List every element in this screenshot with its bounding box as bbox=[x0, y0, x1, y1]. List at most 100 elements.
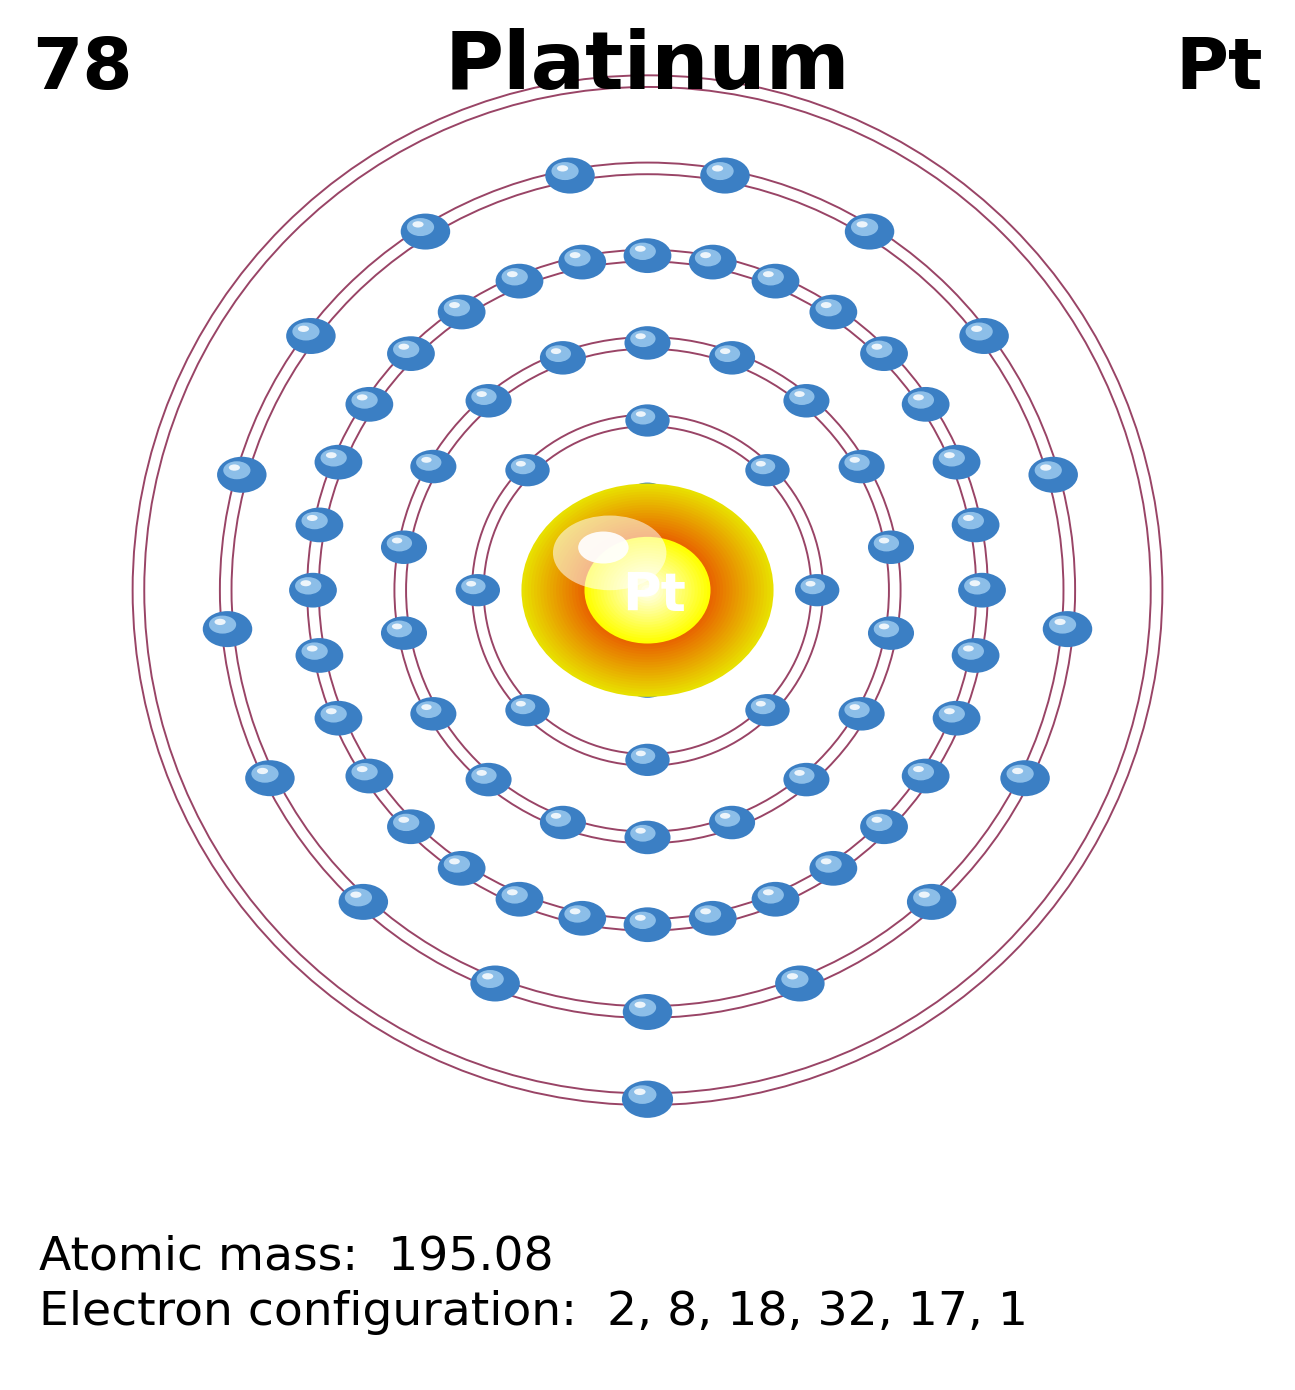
Ellipse shape bbox=[868, 531, 914, 564]
Ellipse shape bbox=[399, 817, 409, 823]
Ellipse shape bbox=[515, 461, 526, 467]
Ellipse shape bbox=[631, 824, 655, 841]
Ellipse shape bbox=[720, 349, 730, 354]
Ellipse shape bbox=[351, 891, 361, 898]
Ellipse shape bbox=[510, 698, 535, 714]
Ellipse shape bbox=[623, 994, 672, 1030]
Ellipse shape bbox=[565, 905, 591, 923]
Ellipse shape bbox=[558, 245, 606, 279]
Ellipse shape bbox=[552, 163, 579, 181]
Ellipse shape bbox=[805, 581, 816, 587]
Ellipse shape bbox=[1054, 619, 1066, 626]
Ellipse shape bbox=[872, 343, 882, 350]
Ellipse shape bbox=[631, 331, 655, 348]
Ellipse shape bbox=[631, 748, 655, 765]
Ellipse shape bbox=[695, 905, 721, 923]
Ellipse shape bbox=[569, 524, 726, 657]
Ellipse shape bbox=[394, 341, 420, 359]
Ellipse shape bbox=[411, 450, 456, 484]
Ellipse shape bbox=[952, 638, 1000, 673]
Ellipse shape bbox=[710, 341, 755, 374]
Ellipse shape bbox=[856, 221, 868, 228]
Ellipse shape bbox=[613, 560, 682, 620]
Ellipse shape bbox=[783, 384, 830, 417]
Ellipse shape bbox=[707, 163, 734, 181]
Ellipse shape bbox=[578, 531, 628, 563]
Ellipse shape bbox=[868, 616, 914, 651]
Ellipse shape bbox=[562, 518, 733, 662]
Ellipse shape bbox=[746, 694, 790, 727]
Ellipse shape bbox=[629, 912, 655, 929]
Ellipse shape bbox=[958, 642, 984, 660]
Ellipse shape bbox=[416, 701, 442, 719]
Ellipse shape bbox=[689, 245, 737, 279]
Ellipse shape bbox=[1042, 612, 1092, 648]
Ellipse shape bbox=[636, 673, 646, 678]
Ellipse shape bbox=[751, 881, 799, 916]
Ellipse shape bbox=[628, 574, 667, 606]
Ellipse shape bbox=[307, 514, 317, 521]
Ellipse shape bbox=[944, 709, 954, 714]
Ellipse shape bbox=[971, 325, 982, 332]
Ellipse shape bbox=[787, 973, 798, 980]
Ellipse shape bbox=[315, 445, 363, 480]
Ellipse shape bbox=[1040, 464, 1052, 471]
Ellipse shape bbox=[531, 492, 764, 689]
Ellipse shape bbox=[471, 388, 496, 404]
Ellipse shape bbox=[588, 539, 707, 641]
Ellipse shape bbox=[466, 581, 477, 587]
Ellipse shape bbox=[758, 887, 783, 904]
Ellipse shape bbox=[872, 817, 882, 823]
Ellipse shape bbox=[421, 705, 431, 710]
Ellipse shape bbox=[879, 624, 890, 630]
Ellipse shape bbox=[701, 252, 711, 259]
Ellipse shape bbox=[321, 705, 347, 723]
Ellipse shape bbox=[496, 264, 544, 299]
Ellipse shape bbox=[632, 486, 655, 502]
Ellipse shape bbox=[795, 574, 839, 606]
Ellipse shape bbox=[636, 489, 646, 495]
Ellipse shape bbox=[553, 510, 742, 670]
Ellipse shape bbox=[710, 806, 755, 840]
Ellipse shape bbox=[635, 915, 646, 920]
Ellipse shape bbox=[471, 767, 496, 784]
Ellipse shape bbox=[913, 888, 940, 906]
Ellipse shape bbox=[553, 516, 667, 591]
Ellipse shape bbox=[357, 766, 368, 771]
Ellipse shape bbox=[251, 765, 278, 783]
Ellipse shape bbox=[505, 694, 549, 727]
Ellipse shape bbox=[307, 645, 317, 652]
Ellipse shape bbox=[558, 901, 606, 935]
Ellipse shape bbox=[635, 1088, 646, 1095]
Ellipse shape bbox=[963, 514, 974, 521]
Ellipse shape bbox=[594, 545, 701, 635]
Ellipse shape bbox=[537, 496, 758, 684]
Ellipse shape bbox=[501, 268, 528, 285]
Ellipse shape bbox=[591, 542, 704, 638]
Ellipse shape bbox=[449, 302, 460, 309]
Ellipse shape bbox=[293, 322, 320, 341]
Ellipse shape bbox=[381, 531, 427, 564]
Ellipse shape bbox=[1035, 461, 1062, 480]
Ellipse shape bbox=[387, 336, 435, 371]
Ellipse shape bbox=[816, 299, 842, 317]
Ellipse shape bbox=[715, 345, 741, 361]
Text: Pt: Pt bbox=[1175, 35, 1263, 104]
Ellipse shape bbox=[477, 391, 487, 398]
Ellipse shape bbox=[627, 667, 668, 698]
Ellipse shape bbox=[821, 302, 831, 309]
Ellipse shape bbox=[438, 851, 486, 885]
Ellipse shape bbox=[906, 884, 957, 920]
Ellipse shape bbox=[411, 696, 456, 731]
Ellipse shape bbox=[545, 345, 571, 361]
Ellipse shape bbox=[300, 580, 311, 587]
Ellipse shape bbox=[850, 705, 860, 710]
Ellipse shape bbox=[913, 395, 923, 400]
Ellipse shape bbox=[540, 806, 585, 840]
Ellipse shape bbox=[860, 809, 908, 844]
Ellipse shape bbox=[444, 855, 470, 873]
Ellipse shape bbox=[701, 908, 711, 915]
Ellipse shape bbox=[286, 318, 335, 354]
Ellipse shape bbox=[357, 395, 368, 400]
Text: Electron configuration:  2, 8, 18, 32, 17, 1: Electron configuration: 2, 8, 18, 32, 17… bbox=[39, 1290, 1028, 1334]
